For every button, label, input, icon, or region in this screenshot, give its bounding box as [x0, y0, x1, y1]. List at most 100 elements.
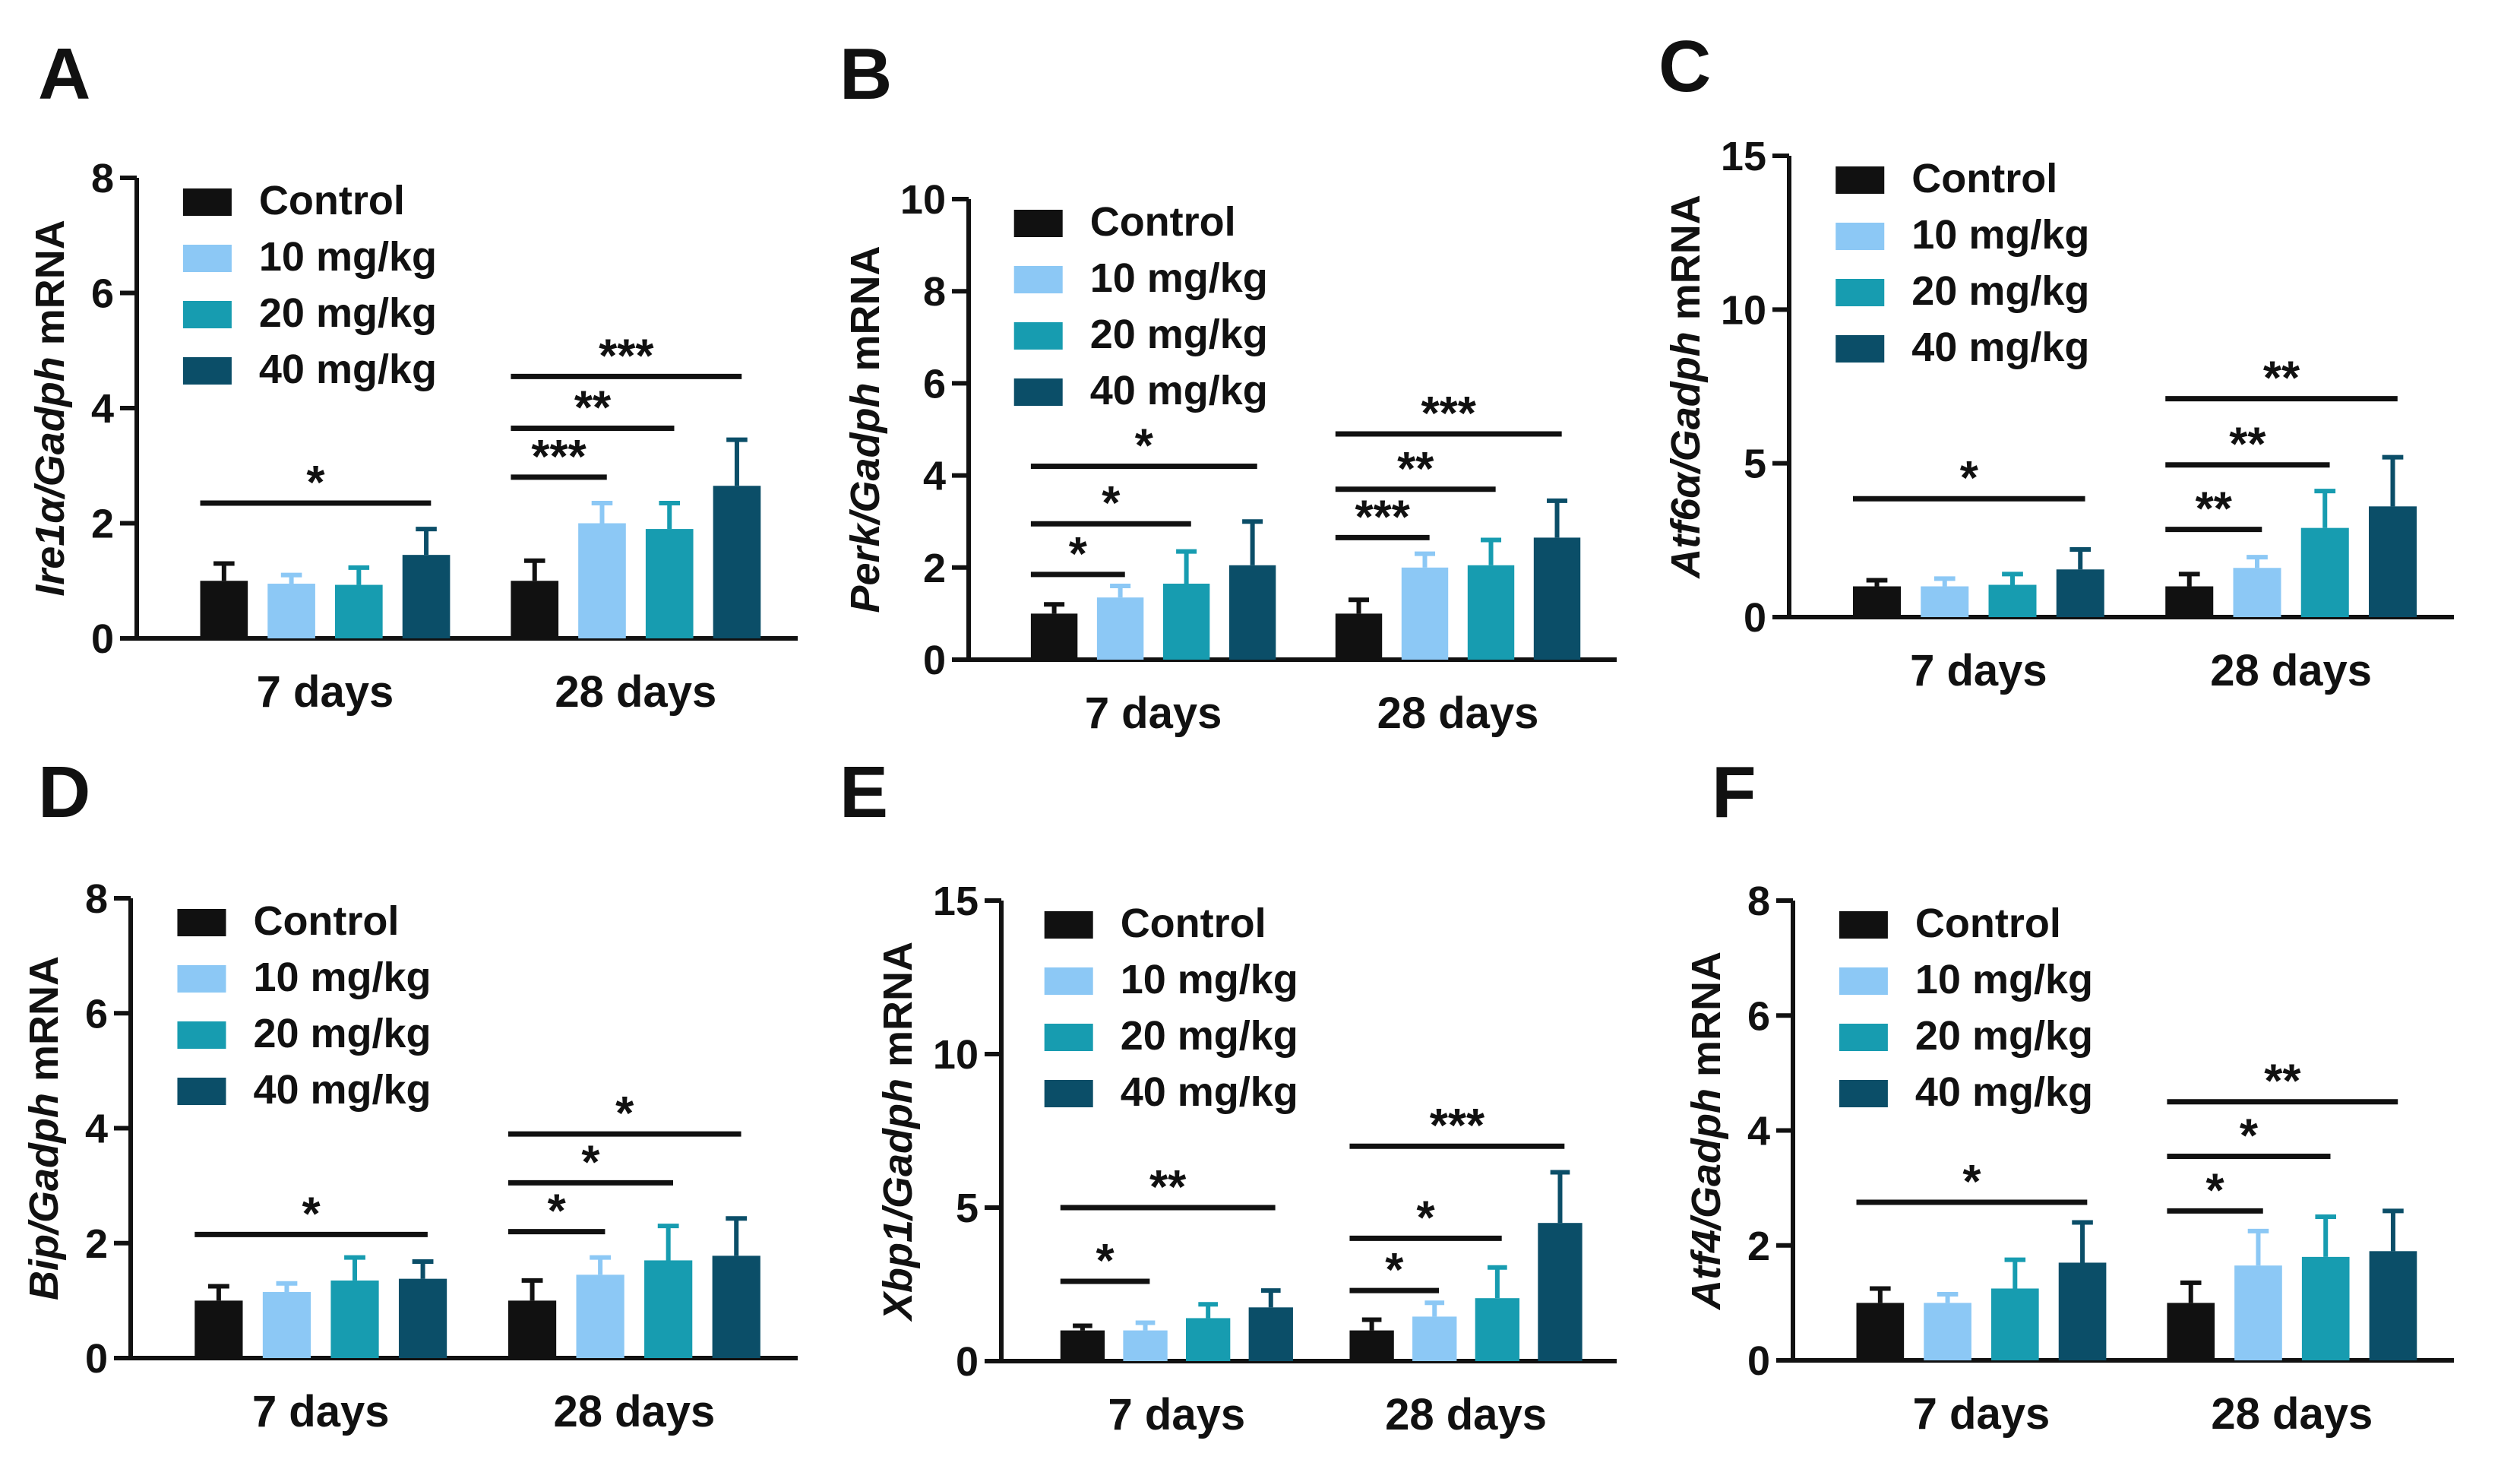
y-axis-label-gene: Ire1α/Gadph	[27, 356, 73, 597]
bar	[1412, 1316, 1457, 1361]
y-tick-label: 2	[85, 1221, 108, 1267]
legend-label: 40 mg/kg	[259, 347, 437, 392]
y-tick-label: 4	[923, 454, 946, 499]
legend-label: 10 mg/kg	[1911, 212, 2089, 258]
legend-swatch	[1013, 322, 1063, 350]
bar	[644, 1260, 693, 1358]
x-tick-label: 28 days	[2210, 646, 2372, 695]
significance-label: **	[2229, 419, 2266, 471]
y-tick-label: 6	[85, 991, 108, 1037]
bar	[1186, 1318, 1231, 1361]
significance-label: *	[1069, 528, 1088, 581]
y-tick-label: 8	[923, 269, 946, 315]
legend-label: 40 mg/kg	[1915, 1069, 2093, 1115]
y-tick-label: 6	[1747, 993, 1770, 1039]
bar	[2300, 527, 2349, 617]
panel-letter: D	[38, 752, 90, 833]
bar	[398, 1278, 447, 1358]
bar	[2369, 506, 2417, 617]
bar	[1991, 1288, 2039, 1360]
x-tick-label: 7 days	[1108, 1390, 1246, 1439]
panel-letter: B	[839, 33, 892, 115]
significance-label: ***	[599, 330, 654, 382]
y-tick-label: 15	[933, 879, 979, 924]
bar	[2301, 1256, 2350, 1360]
x-tick-label: 28 days	[1377, 689, 1539, 738]
bar	[1335, 613, 1383, 660]
x-tick-label: 28 days	[2211, 1389, 2373, 1439]
significance-label: *	[2240, 1110, 2259, 1163]
legend-label: 10 mg/kg	[1121, 957, 1298, 1002]
legend-swatch	[1839, 967, 1888, 995]
legend-label: 20 mg/kg	[1090, 312, 1268, 357]
y-tick-label: 8	[1747, 879, 1770, 924]
legend-label: 10 mg/kg	[1090, 255, 1268, 301]
y-axis-label-gene: Perk/Gadph	[843, 382, 888, 613]
significance-label: *	[1385, 1244, 1404, 1297]
legend-label: Control	[1911, 156, 2057, 201]
bar	[2234, 1265, 2282, 1360]
bar	[2167, 1303, 2215, 1360]
bar	[1030, 613, 1078, 660]
y-tick-label: 8	[91, 156, 114, 201]
legend-swatch	[1044, 1024, 1093, 1051]
x-tick-label: 7 days	[1910, 646, 2047, 695]
legend-swatch	[1044, 1080, 1093, 1107]
significance-label: **	[1149, 1161, 1187, 1214]
y-tick-label: 4	[1747, 1109, 1770, 1154]
legend-label: Control	[1915, 901, 2061, 946]
significance-label: *	[1102, 477, 1121, 530]
y-tick-label: 5	[1744, 442, 1766, 487]
legend-swatch	[1839, 1024, 1888, 1051]
legend-swatch	[1835, 166, 1885, 194]
significance-label: *	[615, 1088, 634, 1140]
bar	[712, 1255, 760, 1358]
significance-label: *	[1135, 420, 1154, 472]
significance-label: *	[581, 1136, 600, 1189]
y-tick-label: 4	[85, 1107, 108, 1152]
bar	[1162, 584, 1210, 660]
y-tick-label: 0	[1747, 1338, 1770, 1384]
bar	[1853, 586, 1901, 617]
legend-label: 20 mg/kg	[1915, 1013, 2093, 1059]
y-axis-label: Atf4/Gadph mRNA	[1684, 951, 1729, 1311]
legend-label: Control	[253, 898, 399, 944]
legend-swatch	[182, 357, 232, 385]
bar	[1924, 1303, 1971, 1360]
legend-label: 20 mg/kg	[259, 290, 437, 336]
legend-swatch	[1835, 279, 1885, 306]
significance-label: *	[548, 1186, 567, 1238]
significance-label: *	[2206, 1164, 2225, 1217]
significance-label: **	[2196, 483, 2233, 536]
bar	[2058, 1262, 2107, 1360]
bar	[194, 1300, 243, 1358]
bar	[1228, 565, 1276, 660]
y-tick-label: 10	[900, 177, 946, 223]
legend-swatch	[177, 965, 226, 993]
bar	[1349, 1330, 1394, 1361]
significance-label: **	[574, 382, 612, 435]
significance-label: ***	[1430, 1100, 1485, 1152]
panel-d: D 0 2 4 6 8 Bip/Gadph mRNA 7 days 28 days * * * * Con…	[21, 752, 798, 1436]
y-tick-label: 4	[91, 386, 114, 432]
bar	[262, 1292, 311, 1358]
bar	[1096, 597, 1144, 660]
x-tick-label: 7 days	[1085, 689, 1222, 738]
legend-label: 40 mg/kg	[1121, 1069, 1298, 1115]
bar	[1921, 586, 1969, 617]
y-tick-label: 0	[91, 616, 114, 662]
bar	[2233, 568, 2281, 617]
y-tick-label: 2	[923, 546, 946, 591]
legend-label: 40 mg/kg	[1911, 325, 2089, 370]
bar	[1060, 1330, 1105, 1361]
legend-swatch	[177, 1021, 226, 1049]
y-axis-label: Bip/Gadph mRNA	[21, 956, 67, 1300]
legend-label: 20 mg/kg	[253, 1011, 431, 1056]
legend-label: 20 mg/kg	[1121, 1013, 1298, 1059]
bar	[2165, 586, 2214, 617]
